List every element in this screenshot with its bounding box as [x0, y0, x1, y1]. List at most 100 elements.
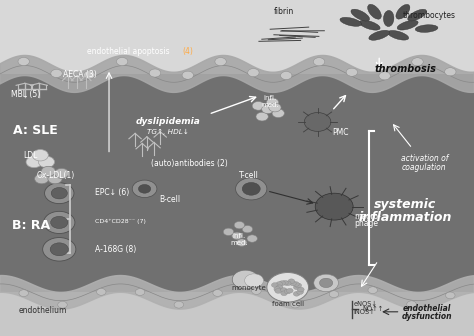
- Text: endothelium: endothelium: [18, 306, 67, 315]
- Circle shape: [297, 290, 303, 294]
- Circle shape: [346, 68, 357, 76]
- Circle shape: [117, 57, 128, 66]
- Text: (auto)antibodies (2): (auto)antibodies (2): [151, 160, 228, 168]
- Text: thrombocytes: thrombocytes: [402, 11, 456, 19]
- Circle shape: [262, 105, 274, 114]
- Circle shape: [298, 287, 304, 292]
- Circle shape: [266, 98, 279, 107]
- Circle shape: [51, 70, 62, 78]
- Text: endothelial: endothelial: [402, 304, 451, 313]
- Circle shape: [290, 281, 296, 286]
- Text: AECA (3): AECA (3): [63, 70, 97, 79]
- Circle shape: [329, 291, 339, 297]
- Circle shape: [445, 68, 456, 76]
- Text: phage: phage: [355, 219, 379, 228]
- Circle shape: [315, 193, 353, 220]
- Circle shape: [247, 235, 257, 242]
- Circle shape: [223, 228, 234, 236]
- Circle shape: [272, 283, 278, 287]
- Ellipse shape: [396, 4, 410, 19]
- Text: A-168G (8): A-168G (8): [95, 245, 136, 254]
- Text: fibrin: fibrin: [274, 7, 294, 16]
- Circle shape: [174, 301, 183, 308]
- Circle shape: [50, 243, 68, 256]
- Circle shape: [26, 156, 42, 168]
- Text: thrombosis: thrombosis: [374, 64, 436, 74]
- Text: activation of: activation of: [401, 154, 448, 163]
- Circle shape: [135, 289, 145, 295]
- Ellipse shape: [408, 9, 427, 21]
- Circle shape: [281, 291, 287, 296]
- Text: CD4⁺CD28⁻⁻ (7): CD4⁺CD28⁻⁻ (7): [95, 219, 146, 224]
- Text: endothelial apoptosis: endothelial apoptosis: [87, 47, 169, 55]
- Circle shape: [446, 292, 455, 299]
- Circle shape: [38, 156, 55, 168]
- Circle shape: [245, 274, 264, 287]
- Ellipse shape: [383, 10, 394, 27]
- Circle shape: [304, 113, 331, 131]
- Text: foam cell: foam cell: [272, 301, 304, 307]
- Text: infl.: infl.: [264, 95, 277, 101]
- Text: infl.: infl.: [233, 233, 246, 239]
- Text: macro-: macro-: [355, 212, 382, 220]
- Circle shape: [284, 281, 291, 286]
- Circle shape: [276, 285, 283, 290]
- Circle shape: [236, 178, 267, 200]
- Circle shape: [32, 150, 48, 161]
- Circle shape: [232, 232, 242, 240]
- Ellipse shape: [415, 25, 438, 32]
- Circle shape: [232, 270, 259, 289]
- Circle shape: [215, 57, 226, 66]
- Circle shape: [293, 282, 300, 286]
- Ellipse shape: [388, 31, 409, 40]
- Text: med.: med.: [261, 102, 279, 108]
- Circle shape: [279, 281, 285, 286]
- Circle shape: [138, 184, 151, 193]
- Text: LDL: LDL: [24, 151, 38, 160]
- Text: eNOS↓: eNOS↓: [353, 301, 377, 307]
- Ellipse shape: [369, 30, 390, 40]
- Ellipse shape: [368, 4, 381, 19]
- Circle shape: [248, 69, 259, 77]
- Text: inflammation: inflammation: [359, 211, 452, 224]
- Circle shape: [319, 278, 333, 288]
- Text: iNOS↑: iNOS↑: [353, 309, 375, 316]
- Circle shape: [51, 187, 67, 199]
- Circle shape: [242, 225, 253, 233]
- Circle shape: [313, 58, 325, 66]
- Circle shape: [269, 103, 281, 112]
- Text: B-cell: B-cell: [159, 195, 180, 204]
- Circle shape: [293, 285, 300, 290]
- Circle shape: [55, 168, 69, 178]
- Circle shape: [48, 174, 62, 184]
- Circle shape: [234, 221, 245, 229]
- Text: B: RA: B: RA: [12, 219, 50, 232]
- Text: monocyte: monocyte: [231, 285, 266, 291]
- Circle shape: [43, 238, 76, 261]
- Text: systemic: systemic: [374, 199, 437, 211]
- Circle shape: [41, 166, 55, 176]
- Text: med.: med.: [230, 240, 248, 246]
- Circle shape: [272, 109, 284, 118]
- Circle shape: [242, 182, 260, 195]
- Circle shape: [407, 301, 416, 307]
- Text: A: SLE: A: SLE: [13, 124, 58, 137]
- Text: TG↑, HDL↓: TG↑, HDL↓: [147, 129, 189, 135]
- Circle shape: [281, 288, 287, 292]
- Ellipse shape: [340, 17, 362, 26]
- Text: EPC↓ (6): EPC↓ (6): [95, 188, 129, 197]
- Circle shape: [35, 174, 49, 184]
- Circle shape: [274, 287, 281, 291]
- Circle shape: [412, 58, 423, 66]
- Circle shape: [149, 69, 161, 77]
- Circle shape: [182, 71, 193, 79]
- Circle shape: [295, 283, 301, 288]
- Text: coagulation: coagulation: [402, 164, 447, 172]
- Circle shape: [252, 288, 261, 294]
- Circle shape: [314, 274, 338, 292]
- Circle shape: [213, 290, 222, 296]
- Text: (4): (4): [182, 47, 193, 55]
- Circle shape: [237, 239, 247, 246]
- Ellipse shape: [351, 9, 370, 21]
- Ellipse shape: [359, 20, 380, 30]
